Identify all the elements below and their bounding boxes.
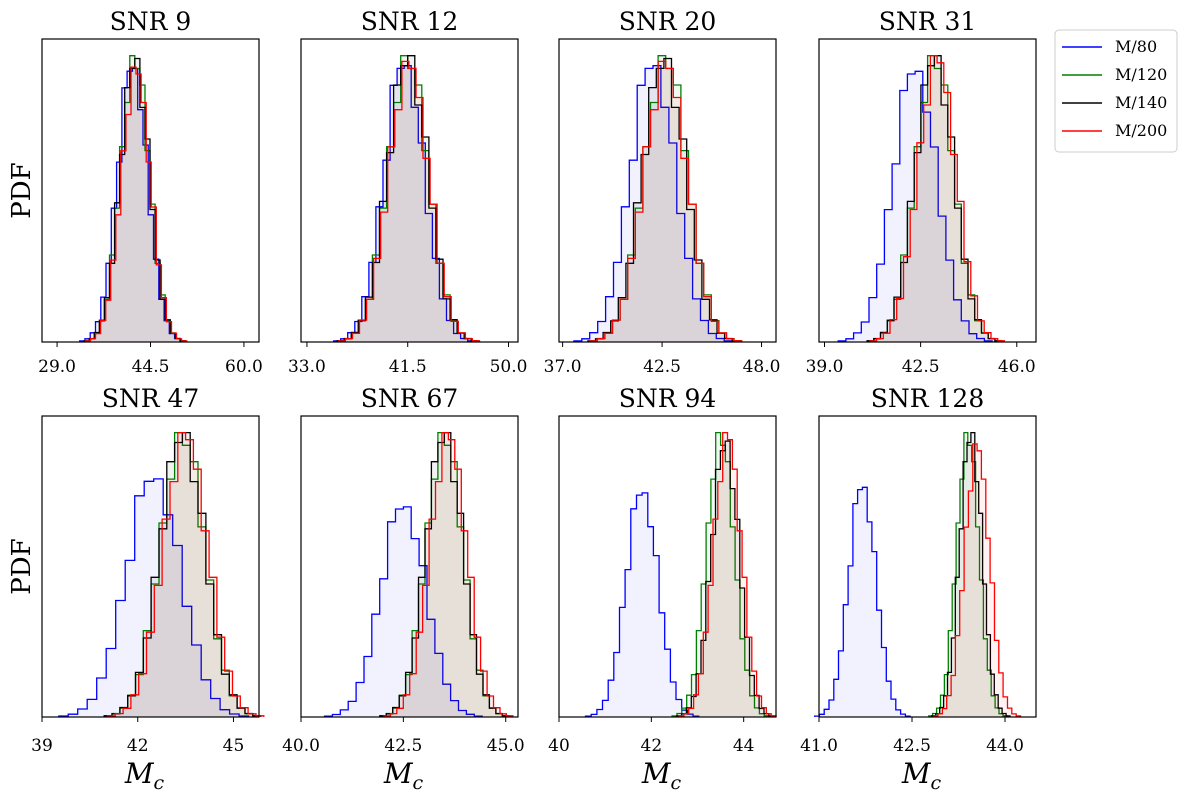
legend-label: M/200 bbox=[1115, 121, 1167, 140]
hist-step-m-140 bbox=[379, 431, 510, 717]
hist-fill-m-80 bbox=[814, 487, 911, 717]
hist-step-m-200 bbox=[589, 60, 743, 342]
x-tick-label: 44 bbox=[733, 736, 755, 756]
panel-snr-31: SNR 31 39.0 42.5 46.0 bbox=[806, 7, 1037, 377]
hist-step-m-120 bbox=[928, 431, 1008, 717]
panel-frame bbox=[558, 415, 777, 718]
x-tick-label: 41.5 bbox=[389, 357, 427, 377]
x-tick-label: 29.0 bbox=[38, 357, 76, 377]
panel-frame bbox=[818, 415, 1037, 718]
panel-frame bbox=[818, 38, 1037, 343]
x-axis-label: Mc bbox=[641, 757, 682, 794]
hist-step-m-140 bbox=[931, 431, 1011, 717]
hist-step-m-200 bbox=[933, 443, 1022, 717]
x-tick-label: 44.0 bbox=[986, 736, 1024, 756]
hist-fill-m-200 bbox=[383, 432, 513, 717]
x-tick-label: 42 bbox=[127, 736, 149, 756]
hist-step-m-200 bbox=[383, 431, 514, 717]
hist-fill-m-200 bbox=[338, 61, 480, 343]
panel-snr-20: SNR 20 37.0 42.5 48.0 bbox=[544, 7, 781, 377]
panel-title: SNR 94 bbox=[619, 384, 717, 413]
hist-step-m-200 bbox=[84, 66, 188, 342]
panel-frame bbox=[300, 415, 519, 718]
hist-step-m-120 bbox=[671, 431, 770, 717]
panel-title: SNR 20 bbox=[619, 7, 717, 36]
legend: M/80 M/120 M/140 M/200 bbox=[1054, 29, 1178, 153]
hist-step-m-80 bbox=[584, 492, 700, 717]
hist-step-m-80 bbox=[837, 70, 993, 342]
hist-step-m-200 bbox=[678, 431, 777, 717]
hist-fill-m-80 bbox=[838, 71, 993, 343]
x-tick-label: 42 bbox=[641, 736, 663, 756]
panel-snr-47: SNR 47 39 42 45 PDF Mc bbox=[7, 384, 265, 794]
y-axis-label: PDF bbox=[7, 162, 37, 218]
legend-label: M/80 bbox=[1115, 37, 1157, 56]
x-tick-label: 48.0 bbox=[743, 357, 781, 377]
hist-step-m-80 bbox=[332, 65, 476, 342]
panel-frame bbox=[300, 38, 519, 343]
panel-snr-67: SNR 67 40.0 42.5 45.0 Mc bbox=[282, 384, 525, 794]
x-tick-label: 42.5 bbox=[384, 736, 422, 756]
panel-snr-128: SNR 128 41.0 42.5 44.0 Mc bbox=[800, 384, 1037, 794]
hist-step-m-140 bbox=[866, 55, 1003, 342]
x-tick-label: 46.0 bbox=[998, 357, 1036, 377]
panel-snr-12: SNR 12 33.0 41.5 50.0 bbox=[288, 7, 527, 377]
panel-title: SNR 128 bbox=[871, 384, 985, 413]
hist-fill-m-120 bbox=[672, 432, 770, 717]
x-tick-label: 40.0 bbox=[282, 736, 320, 756]
x-tick-label: 60.0 bbox=[225, 357, 263, 377]
x-axis-label: Mc bbox=[383, 757, 424, 794]
panel-title: SNR 67 bbox=[361, 384, 459, 413]
x-axis-label: Mc bbox=[124, 757, 165, 794]
y-axis-label: PDF bbox=[7, 538, 37, 594]
hist-step-m-140 bbox=[587, 57, 741, 342]
hist-step-m-80 bbox=[323, 506, 483, 717]
hist-step-m-200 bbox=[106, 431, 265, 717]
x-tick-label: 44.5 bbox=[132, 357, 170, 377]
x-tick-label: 39.0 bbox=[806, 357, 844, 377]
hist-fill-m-120 bbox=[379, 432, 509, 717]
x-tick-label: 42.5 bbox=[643, 357, 681, 377]
x-tick-label: 40 bbox=[548, 736, 570, 756]
x-tick-label: 42.5 bbox=[902, 357, 940, 377]
x-tick-label: 45.0 bbox=[487, 736, 525, 756]
x-tick-label: 39 bbox=[31, 736, 53, 756]
hist-fill-m-140 bbox=[931, 432, 1010, 717]
hist-step-m-80 bbox=[58, 478, 250, 717]
panel-frame bbox=[41, 415, 260, 718]
hist-fill-m-80 bbox=[585, 492, 699, 717]
panel-title: SNR 47 bbox=[102, 384, 200, 413]
hist-step-m-80 bbox=[814, 486, 911, 717]
x-tick-label: 33.0 bbox=[288, 357, 326, 377]
panel-title: SNR 9 bbox=[110, 7, 192, 36]
hist-step-m-200 bbox=[869, 55, 1006, 342]
hist-step-m-140 bbox=[676, 440, 775, 717]
x-tick-label: 45 bbox=[223, 736, 245, 756]
hist-fill-m-80 bbox=[333, 65, 475, 342]
x-tick-label: 50.0 bbox=[490, 357, 528, 377]
x-tick-label: 41.0 bbox=[800, 736, 838, 756]
panel-snr-9: SNR 9 29.0 44.5 60.0 PDF bbox=[7, 7, 263, 377]
hist-step-m-80 bbox=[79, 67, 186, 342]
hist-fill-m-140 bbox=[379, 432, 509, 717]
hist-step-m-80 bbox=[573, 65, 733, 342]
legend-label: M/120 bbox=[1115, 65, 1167, 84]
x-tick-label: 42.5 bbox=[893, 736, 931, 756]
hist-step-m-140 bbox=[103, 431, 262, 717]
legend-label: M/140 bbox=[1115, 93, 1167, 112]
panel-title: SNR 31 bbox=[879, 7, 977, 36]
panel-snr-94: SNR 94 40 42 44 Mc bbox=[548, 384, 777, 794]
legend-box bbox=[1054, 29, 1178, 153]
panel-title: SNR 12 bbox=[361, 7, 459, 36]
hist-step-m-200 bbox=[337, 60, 481, 342]
hist-fill-m-120 bbox=[928, 432, 1007, 717]
x-tick-label: 37.0 bbox=[544, 357, 582, 377]
x-axis-label: Mc bbox=[901, 757, 942, 794]
panel-frame bbox=[558, 38, 777, 343]
